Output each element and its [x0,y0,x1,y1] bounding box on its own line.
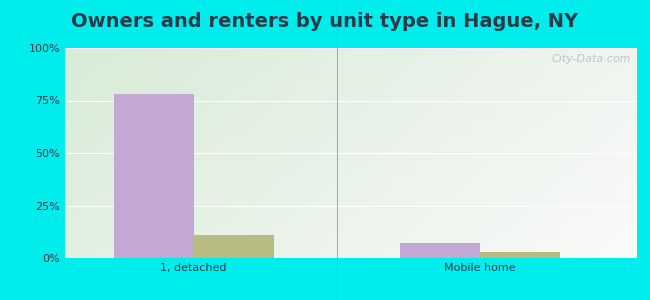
Bar [480,252,560,258]
Bar [194,235,274,258]
Bar [114,94,194,258]
Text: Owners and renters by unit type in Hague, NY: Owners and renters by unit type in Hague… [72,12,578,31]
Text: City-Data.com: City-Data.com [552,54,631,64]
Bar [400,243,480,258]
